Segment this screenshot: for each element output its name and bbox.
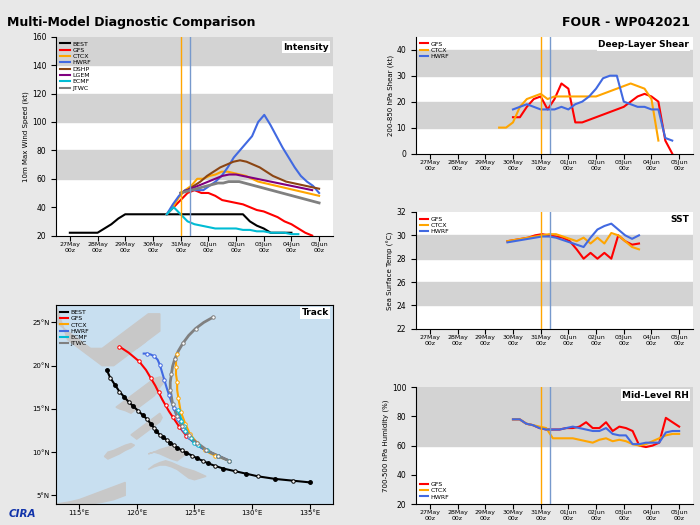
Legend: GFS, CTCX, HWRF: GFS, CTCX, HWRF (419, 480, 450, 501)
Text: Deep-Layer Shear: Deep-Layer Shear (598, 40, 689, 49)
Polygon shape (148, 461, 206, 480)
Polygon shape (116, 377, 166, 413)
Y-axis label: 10m Max Wind Speed (kt): 10m Max Wind Speed (kt) (22, 91, 29, 182)
Text: Mid-Level RH: Mid-Level RH (622, 391, 689, 400)
Legend: GFS, CTCX, HWRF: GFS, CTCX, HWRF (419, 40, 450, 60)
Text: SST: SST (670, 215, 689, 225)
Legend: BEST, GFS, CTCX, HWRF, ECMF, JTWC: BEST, GFS, CTCX, HWRF, ECMF, JTWC (59, 308, 90, 348)
Legend: BEST, GFS, CTCX, HWRF, DSHP, LGEM, ECMF, JTWC: BEST, GFS, CTCX, HWRF, DSHP, LGEM, ECMF,… (59, 40, 92, 92)
Polygon shape (56, 305, 160, 366)
Polygon shape (148, 446, 189, 461)
Polygon shape (136, 320, 155, 349)
Polygon shape (104, 444, 134, 459)
Bar (416, 50, 693, 76)
Polygon shape (131, 413, 162, 439)
Text: Multi-Model Diagnostic Comparison: Multi-Model Diagnostic Comparison (7, 16, 256, 29)
Legend: GFS, CTCX, HWRF: GFS, CTCX, HWRF (419, 215, 450, 236)
Text: Intensity: Intensity (284, 43, 329, 52)
Text: CIRA: CIRA (8, 509, 36, 519)
Bar (56, 37, 333, 65)
Bar (56, 93, 333, 122)
Y-axis label: Sea Surface Temp (°C): Sea Surface Temp (°C) (386, 231, 394, 310)
Bar (416, 387, 693, 416)
Bar (56, 150, 333, 179)
Text: FOUR - WP042021: FOUR - WP042021 (561, 16, 690, 29)
Y-axis label: 700-500 hPa Humidity (%): 700-500 hPa Humidity (%) (382, 400, 389, 492)
Bar (416, 416, 693, 446)
Bar (416, 235, 693, 259)
Bar (416, 282, 693, 306)
Text: Track: Track (302, 308, 329, 317)
Bar (416, 102, 693, 128)
Y-axis label: 200-850 hPa Shear (kt): 200-850 hPa Shear (kt) (387, 55, 394, 136)
Polygon shape (56, 482, 125, 504)
